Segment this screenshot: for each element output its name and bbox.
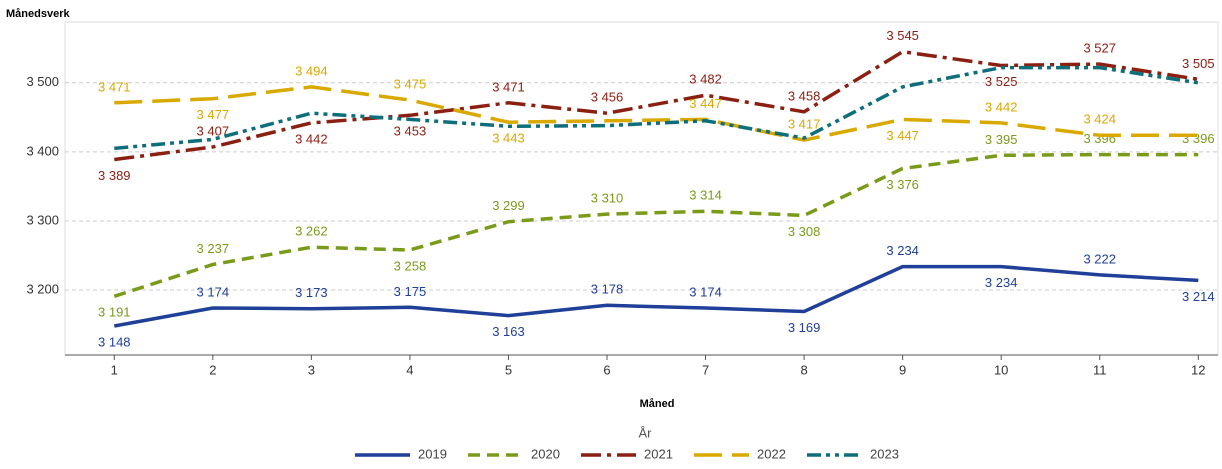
data-label: 3 525 [985, 74, 1018, 89]
x-tick-label: 4 [406, 362, 413, 377]
data-label: 3 494 [295, 63, 328, 78]
data-label: 3 174 [689, 284, 722, 299]
data-label: 3 443 [492, 131, 525, 146]
data-label: 3 407 [197, 123, 230, 138]
x-tick-label: 2 [209, 362, 216, 377]
data-label: 3 471 [98, 79, 131, 94]
data-label: 3 482 [689, 72, 722, 87]
data-label: 3 458 [788, 88, 821, 103]
x-tick-label: 8 [800, 362, 807, 377]
data-label: 3 395 [985, 132, 1018, 147]
data-label: 3 299 [492, 198, 525, 213]
data-label: 3 262 [295, 224, 328, 239]
data-label: 3 417 [788, 117, 821, 132]
legend-label: 2019 [418, 446, 447, 461]
x-tick-label: 3 [308, 362, 315, 377]
x-tick-label: 1 [111, 362, 118, 377]
x-tick-label: 12 [1191, 362, 1205, 377]
data-label: 3 396 [1083, 131, 1116, 146]
x-tick-label: 6 [603, 362, 610, 377]
data-label: 3 258 [394, 258, 427, 273]
data-label: 3 545 [886, 28, 919, 43]
legend-label: 2022 [757, 446, 786, 461]
data-label: 3 442 [985, 99, 1018, 114]
data-label: 3 222 [1083, 251, 1116, 266]
y-tick-label: 3 300 [26, 212, 59, 227]
data-label: 3 174 [197, 284, 230, 299]
data-label: 3 234 [985, 275, 1018, 290]
x-tick-label: 7 [702, 362, 709, 377]
data-label: 3 175 [394, 284, 427, 299]
y-tick-label: 3 500 [26, 74, 59, 89]
x-tick-label: 10 [994, 362, 1008, 377]
x-tick-label: 9 [899, 362, 906, 377]
series-line [114, 65, 1199, 151]
legend-label: 2023 [870, 446, 899, 461]
data-label: 3 475 [394, 77, 427, 92]
data-label: 3 191 [98, 305, 131, 320]
data-label: 3 169 [788, 320, 821, 335]
data-label: 3 396 [1182, 131, 1215, 146]
legend-title: År [639, 425, 653, 440]
data-label: 3 148 [98, 334, 131, 349]
data-label: 3 527 [1083, 41, 1116, 56]
data-label: 3 424 [1083, 112, 1116, 127]
data-label: 3 471 [492, 79, 525, 94]
data-label: 3 442 [295, 131, 328, 146]
series-line [113, 264, 1199, 328]
series-line [114, 85, 1199, 142]
data-label: 3 389 [98, 168, 131, 183]
data-label: 3 456 [591, 90, 624, 105]
series-line [114, 49, 1199, 162]
series-line [113, 152, 1199, 298]
data-label: 3 314 [689, 188, 722, 203]
data-label: 3 447 [689, 96, 722, 111]
data-label: 3 308 [788, 224, 821, 239]
legend-label: 2021 [644, 446, 673, 461]
data-label: 3 173 [295, 285, 328, 300]
x-axis-label: Måned [640, 398, 675, 410]
data-label: 3 453 [394, 124, 427, 139]
y-tick-label: 3 400 [26, 143, 59, 158]
data-label: 3 447 [886, 128, 919, 143]
data-label: 3 477 [197, 107, 230, 122]
y-axis-label: Månedsverk [6, 8, 70, 20]
data-label: 3 237 [197, 241, 230, 256]
y-tick-label: 3 200 [26, 281, 59, 296]
x-tick-label: 5 [505, 362, 512, 377]
data-label: 3 310 [591, 190, 624, 205]
legend-label: 2020 [531, 446, 560, 461]
data-label: 3 376 [886, 177, 919, 192]
data-label: 3 163 [492, 324, 525, 339]
x-tick-label: 11 [1093, 362, 1107, 377]
data-label: 3 505 [1182, 56, 1215, 71]
data-label: 3 214 [1182, 289, 1215, 304]
data-label: 3 178 [591, 282, 624, 297]
data-label: 3 234 [886, 243, 919, 258]
